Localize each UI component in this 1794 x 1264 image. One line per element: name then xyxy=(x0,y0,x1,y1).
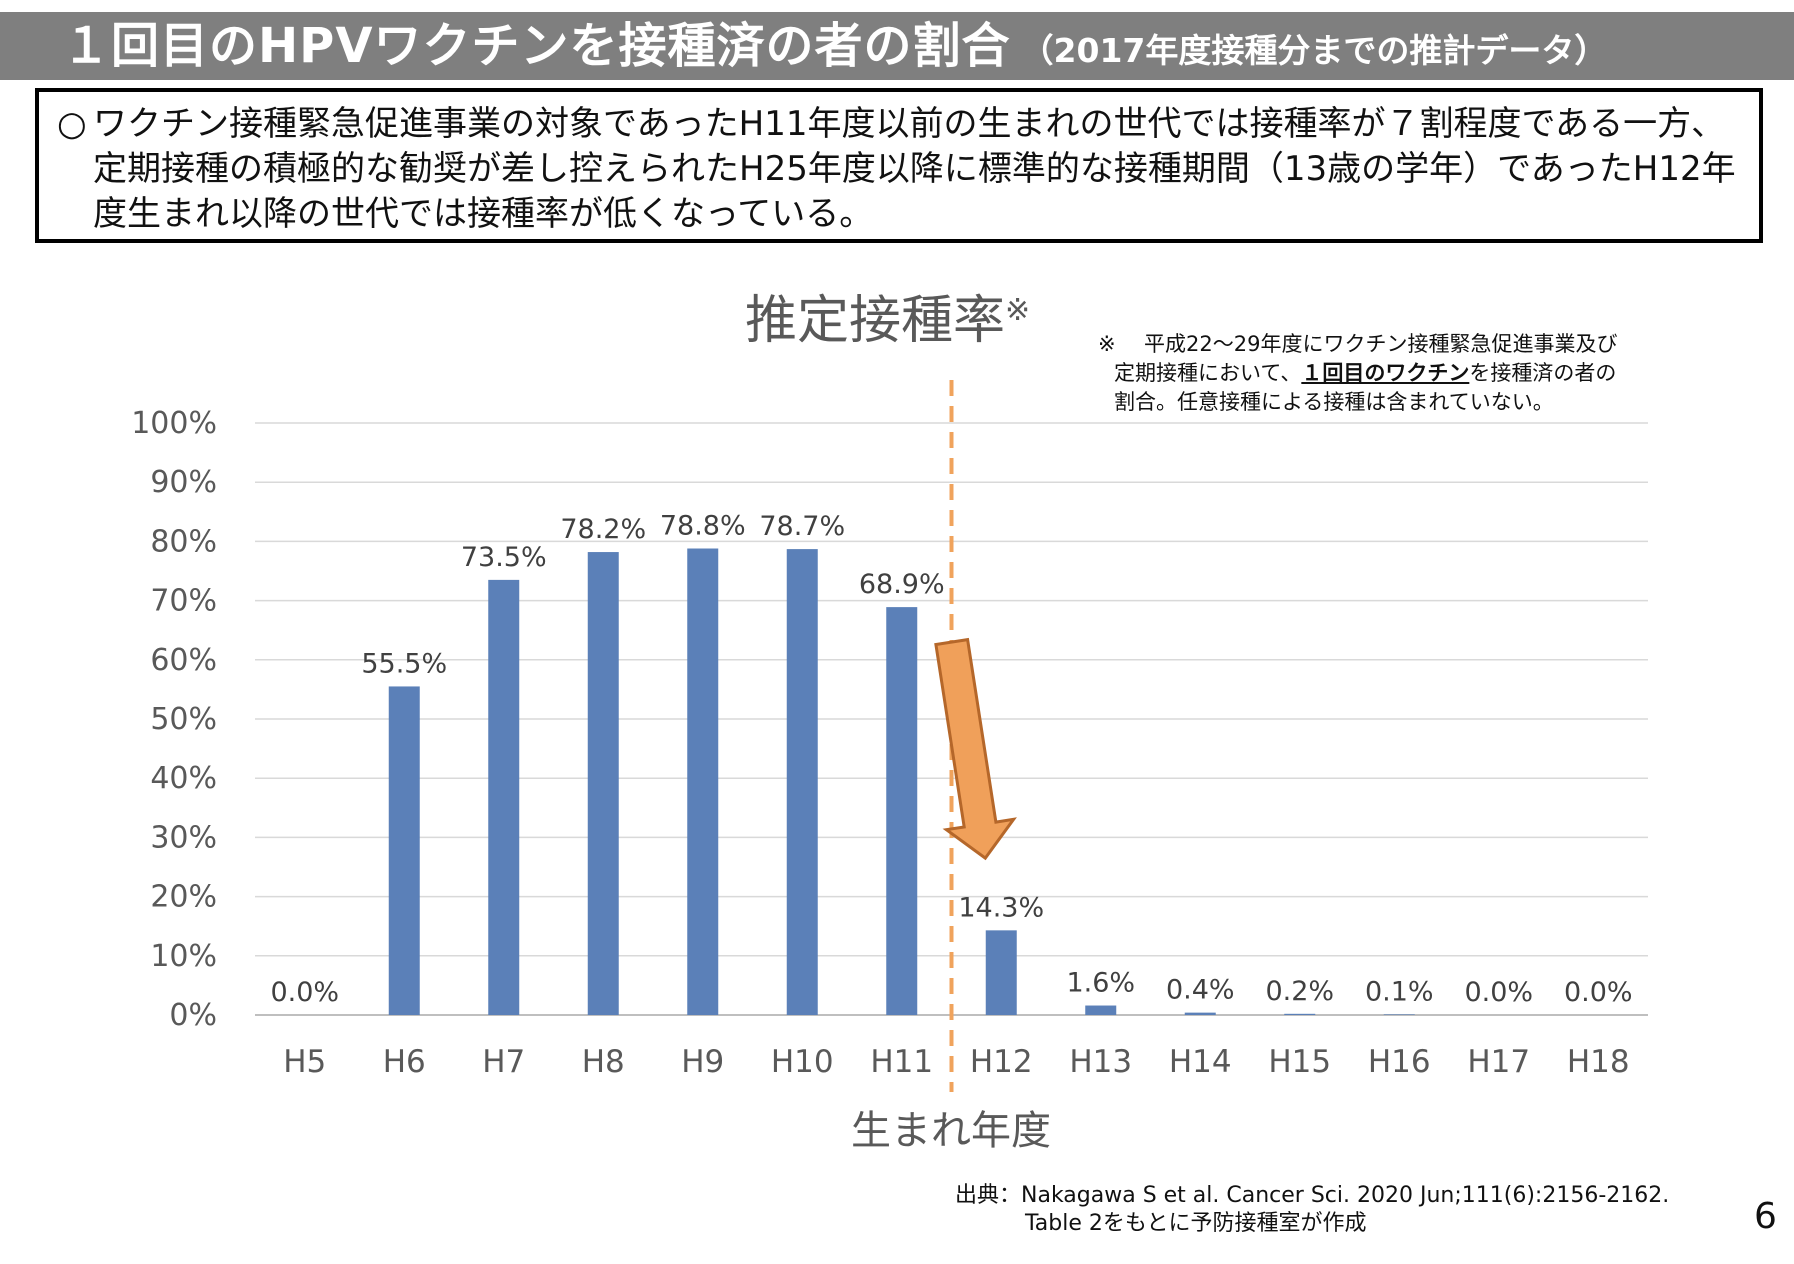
bar xyxy=(587,552,619,1015)
data-label: 55.5% xyxy=(361,648,447,679)
x-tick-label: H15 xyxy=(1268,1044,1331,1080)
y-tick-label: 10% xyxy=(150,939,217,974)
y-tick-label: 40% xyxy=(150,761,217,796)
footnote-line-2: 定期接種において、１回目のワクチンを接種済の者の xyxy=(1114,361,1617,385)
data-label: 73.5% xyxy=(461,542,547,573)
x-tick-label: H6 xyxy=(383,1044,426,1080)
data-label: 1.6% xyxy=(1066,968,1135,999)
data-label: 68.9% xyxy=(859,569,945,600)
x-tick-label: H5 xyxy=(283,1044,326,1080)
data-label: 78.7% xyxy=(759,511,845,542)
chart-title-mark: ※ xyxy=(1005,293,1030,328)
page-title: １回目のHPVワクチンを接種済の者の割合 xyxy=(62,18,1011,74)
x-tick-label: H11 xyxy=(870,1044,933,1080)
bullet-circle-icon: ○ xyxy=(57,104,87,144)
bar xyxy=(1284,1013,1316,1015)
footnote-mark: ※ xyxy=(1098,332,1116,356)
data-label: 14.3% xyxy=(958,892,1044,923)
x-tick-label: H8 xyxy=(582,1044,625,1080)
y-tick-label: 30% xyxy=(150,820,217,855)
page-number: 6 xyxy=(1754,1196,1777,1237)
source-line-2: Table 2をもとに予防接種室が作成 xyxy=(1025,1211,1367,1236)
bar xyxy=(488,579,520,1015)
source-line-1: 出典：Nakagawa S et al. Cancer Sci. 2020 Ju… xyxy=(955,1183,1670,1208)
y-tick-label: 20% xyxy=(150,880,217,915)
title-bar: １回目のHPVワクチンを接種済の者の割合 （2017年度接種分までの推計データ） xyxy=(0,12,1794,80)
bar xyxy=(1383,1014,1415,1015)
y-tick-label: 0% xyxy=(169,998,217,1033)
bar xyxy=(1184,1012,1216,1015)
data-label: 78.2% xyxy=(560,514,646,545)
x-tick-label: H12 xyxy=(970,1044,1033,1080)
x-tick-label: H16 xyxy=(1368,1044,1431,1080)
y-tick-label: 100% xyxy=(131,406,217,441)
bar xyxy=(886,607,918,1015)
footnote-emphasis: １回目のワクチン xyxy=(1301,361,1470,385)
y-tick-label: 90% xyxy=(150,465,217,500)
summary-box: ○ ワクチン接種緊急促進事業の対象であったH11年度以前の生まれの世代では接種率… xyxy=(35,88,1763,243)
x-tick-label: H7 xyxy=(482,1044,525,1080)
y-tick-label: 60% xyxy=(150,643,217,678)
chart-title: 推定接種率※ xyxy=(745,291,1030,351)
bar xyxy=(985,930,1017,1015)
data-label: 0.4% xyxy=(1166,975,1235,1006)
bar xyxy=(388,686,420,1015)
data-label: 0.0% xyxy=(1564,977,1633,1008)
bar xyxy=(687,548,719,1015)
data-label: 0.1% xyxy=(1365,976,1434,1007)
footnote-line-1: 平成22～29年度にワクチン接種緊急促進事業及び xyxy=(1144,332,1618,356)
y-tick-label: 70% xyxy=(150,584,217,619)
bar xyxy=(1085,1005,1117,1015)
bar xyxy=(786,549,818,1015)
x-tick-label: H13 xyxy=(1069,1044,1132,1080)
x-tick-label: H10 xyxy=(771,1044,834,1080)
summary-text: ワクチン接種緊急促進事業の対象であったH11年度以前の生まれの世代では接種率が７… xyxy=(93,104,1736,234)
chart-footnote: ※ 平成22～29年度にワクチン接種緊急促進事業及び 定期接種において、１回目の… xyxy=(1098,330,1698,417)
data-label: 0.0% xyxy=(1464,977,1533,1008)
data-label: 0.0% xyxy=(270,977,339,1008)
y-tick-label: 50% xyxy=(150,702,217,737)
x-tick-label: H17 xyxy=(1467,1044,1530,1080)
source-citation: 出典：Nakagawa S et al. Cancer Sci. 2020 Ju… xyxy=(955,1182,1669,1238)
x-tick-label: H14 xyxy=(1169,1044,1232,1080)
chart-title-text: 推定接種率 xyxy=(745,291,1005,351)
down-arrow-icon xyxy=(934,637,1017,861)
y-tick-label: 80% xyxy=(150,524,217,559)
footnote-line-3: 割合。任意接種による接種は含まれていない。 xyxy=(1114,390,1554,414)
x-axis-label: 生まれ年度 xyxy=(851,1108,1051,1154)
page-subtitle: （2017年度接種分までの推計データ） xyxy=(1020,31,1608,70)
data-label: 78.8% xyxy=(660,511,746,542)
x-tick-label: H18 xyxy=(1567,1044,1630,1080)
x-tick-label: H9 xyxy=(681,1044,724,1080)
data-label: 0.2% xyxy=(1265,976,1334,1007)
